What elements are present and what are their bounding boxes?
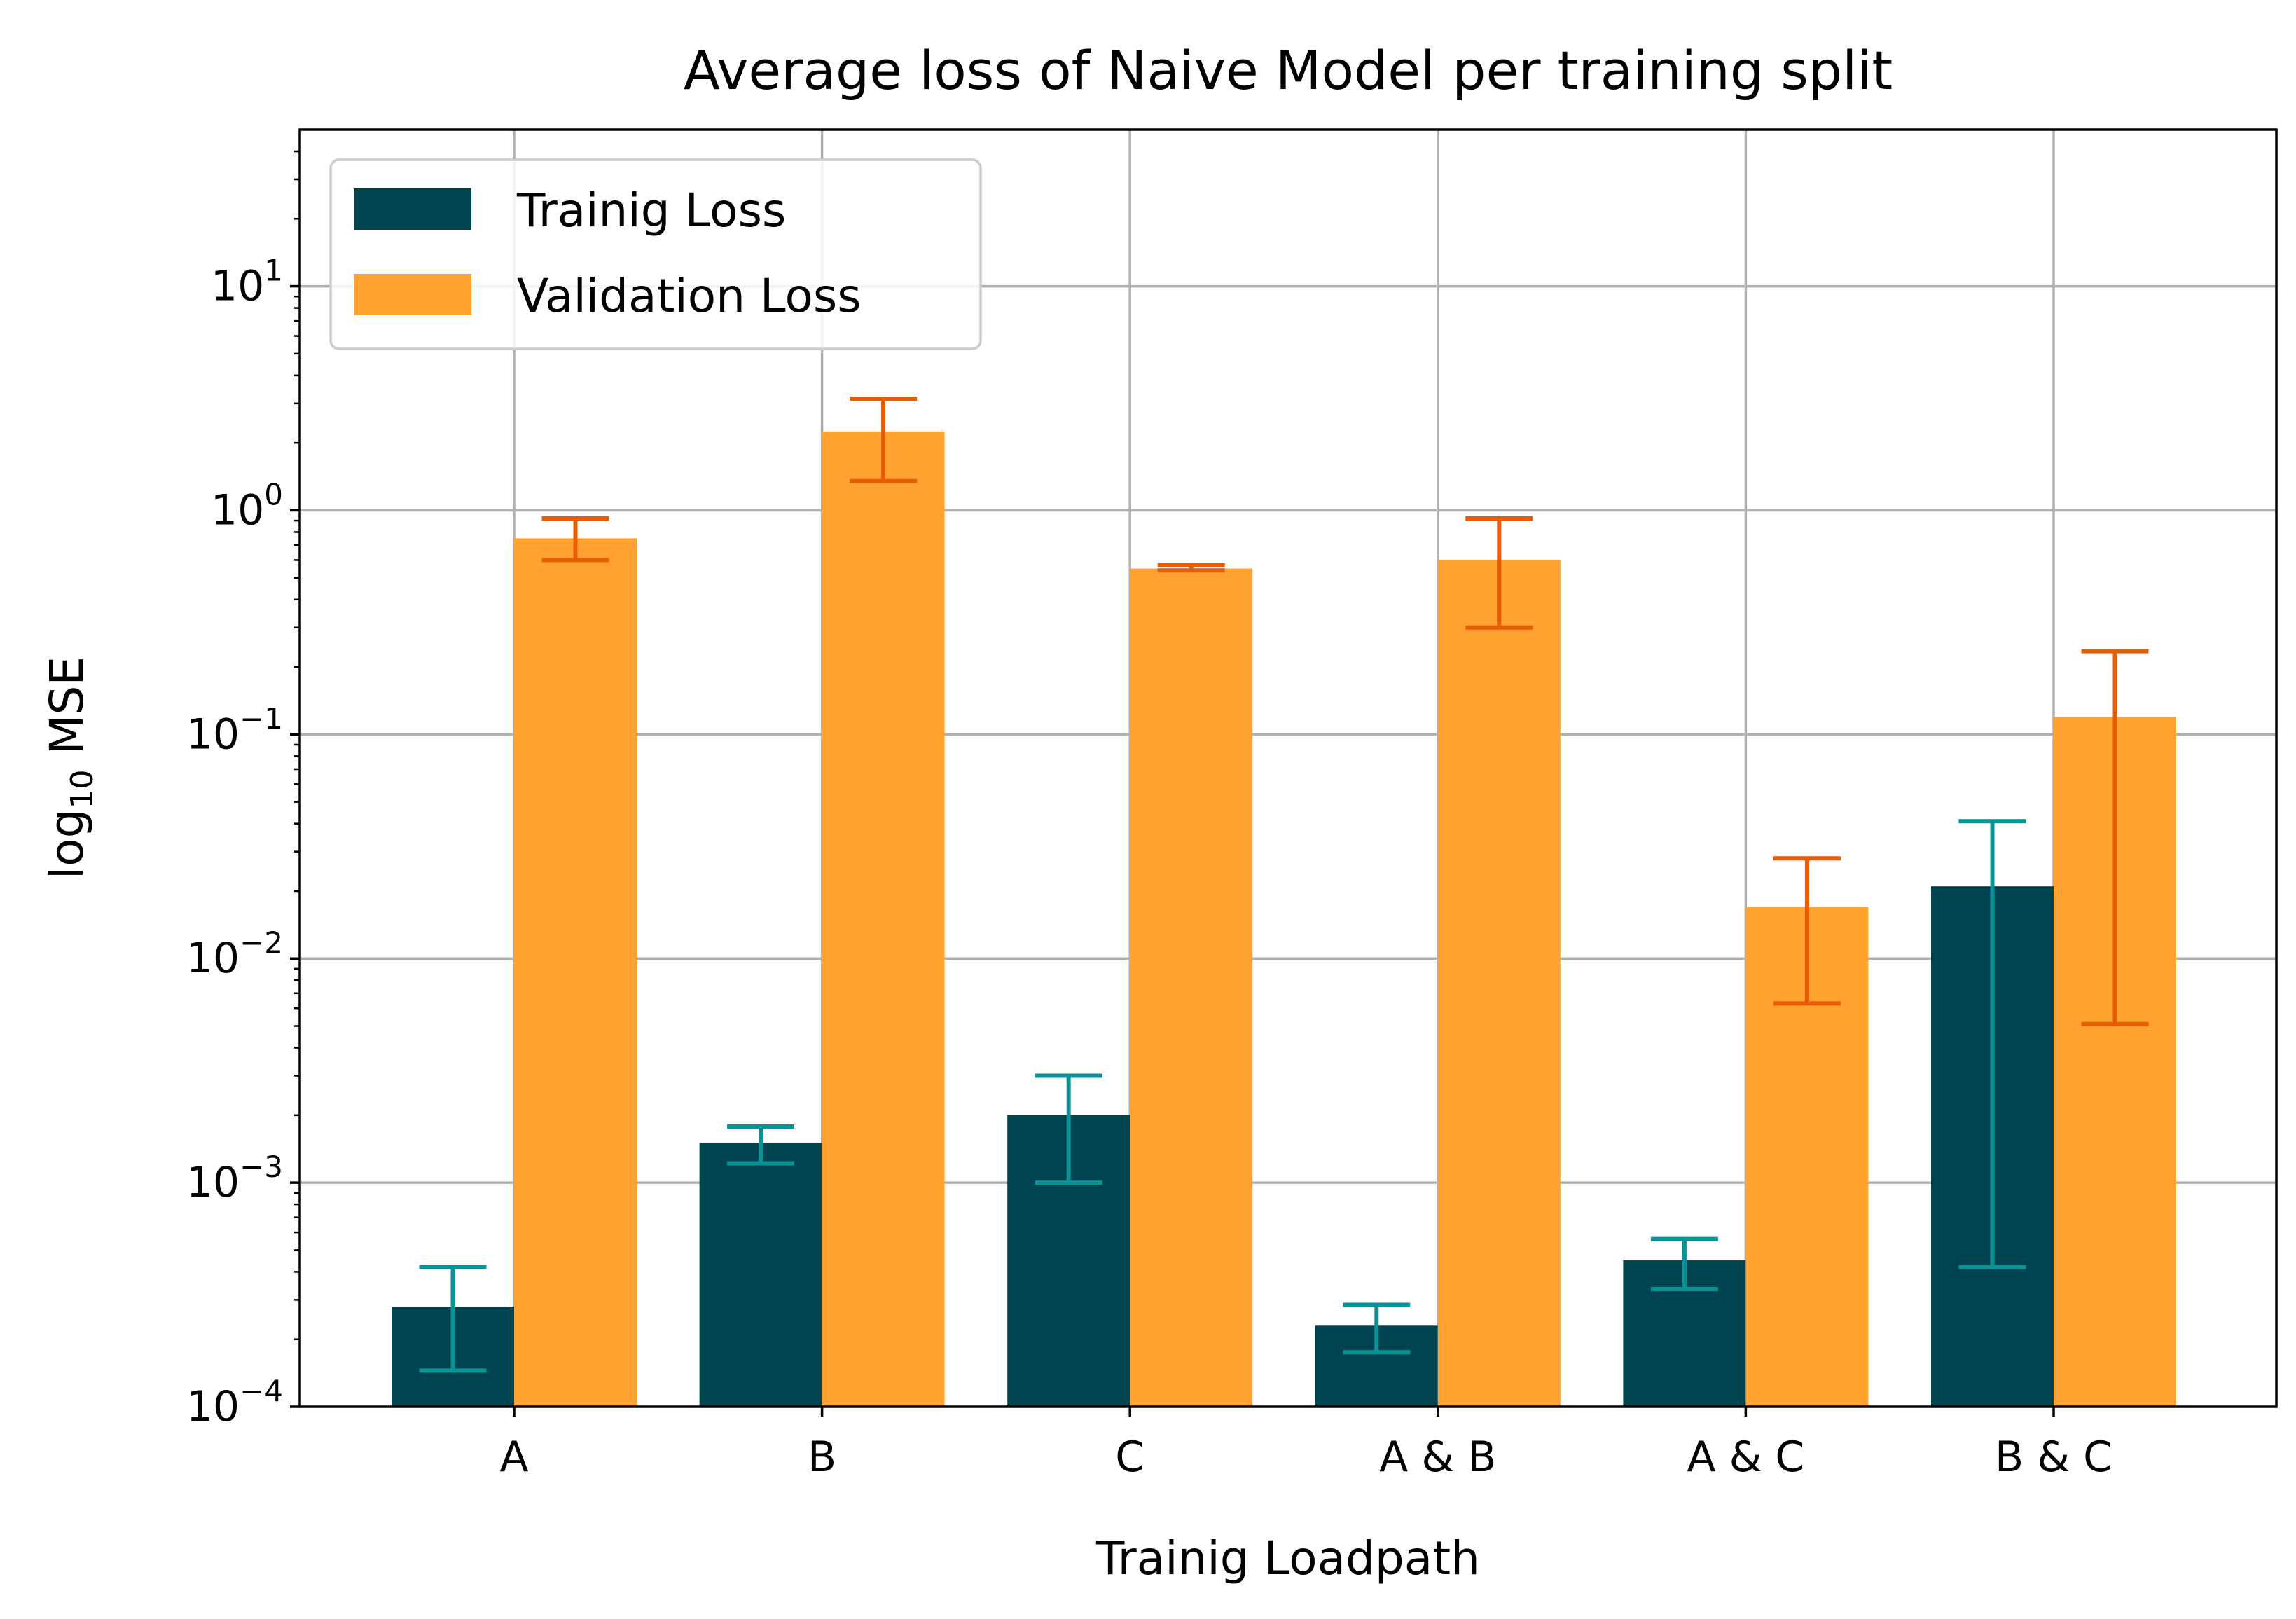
y-tick-base: 10 — [186, 934, 240, 983]
y-axis-label-rest: MSE — [40, 656, 94, 770]
legend-box — [329, 158, 982, 350]
x-axis-label: Trainig Loadpath — [1095, 1531, 1480, 1585]
y-tick-base: 10 — [186, 1382, 240, 1431]
y-axis-label-main: log — [40, 808, 94, 879]
y-axis-label: log10 MSE — [40, 656, 100, 879]
y-tick-exponent: −2 — [240, 925, 283, 960]
y-tick-exponent: 0 — [264, 477, 283, 511]
y-tick-base: 10 — [211, 485, 264, 535]
plot-frame — [298, 128, 2278, 1408]
bar-validation-loss — [1437, 560, 1561, 1407]
y-tick-base: 10 — [186, 710, 240, 759]
y-axis-label-subscript: 10 — [64, 769, 100, 808]
legend: Trainig Loss Validation Loss — [329, 158, 982, 350]
x-tick-label: C — [1115, 1433, 1144, 1482]
error-bars — [419, 397, 2149, 1373]
legend-swatch-validation — [354, 274, 471, 315]
y-tick-label: 10−1 — [186, 701, 283, 759]
y-tick-label: 100 — [211, 477, 283, 535]
chart-title: Average loss of Naive Model per training… — [684, 39, 1893, 102]
x-tick-label: A — [499, 1433, 528, 1482]
y-tick-label: 10−4 — [186, 1374, 283, 1431]
legend-label-validation: Validation Loss — [517, 269, 862, 323]
y-tick-label: 10−3 — [186, 1150, 283, 1207]
bar-validation-loss — [822, 431, 945, 1407]
y-tick-label: 10−2 — [186, 925, 283, 983]
y-tick-base: 10 — [186, 1158, 240, 1207]
x-tick-label: B — [808, 1433, 836, 1482]
x-tick-label: A & B — [1379, 1433, 1496, 1482]
y-tick-exponent: −1 — [240, 701, 283, 736]
legend-label-training: Trainig Loss — [516, 184, 786, 237]
bar-validation-loss — [1130, 568, 1253, 1407]
bar-validation-loss — [514, 538, 637, 1407]
y-tick-label: 101 — [211, 254, 283, 311]
y-tick-exponent: −4 — [240, 1374, 283, 1408]
bar-training-loss — [699, 1143, 822, 1407]
x-tick-label: B & C — [1995, 1433, 2112, 1482]
y-tick-exponent: −3 — [240, 1150, 283, 1184]
y-tick-exponent: 1 — [264, 254, 283, 288]
x-tick-label: A & C — [1687, 1433, 1804, 1482]
y-tick-base: 10 — [211, 262, 264, 311]
legend-swatch-training — [354, 188, 471, 230]
